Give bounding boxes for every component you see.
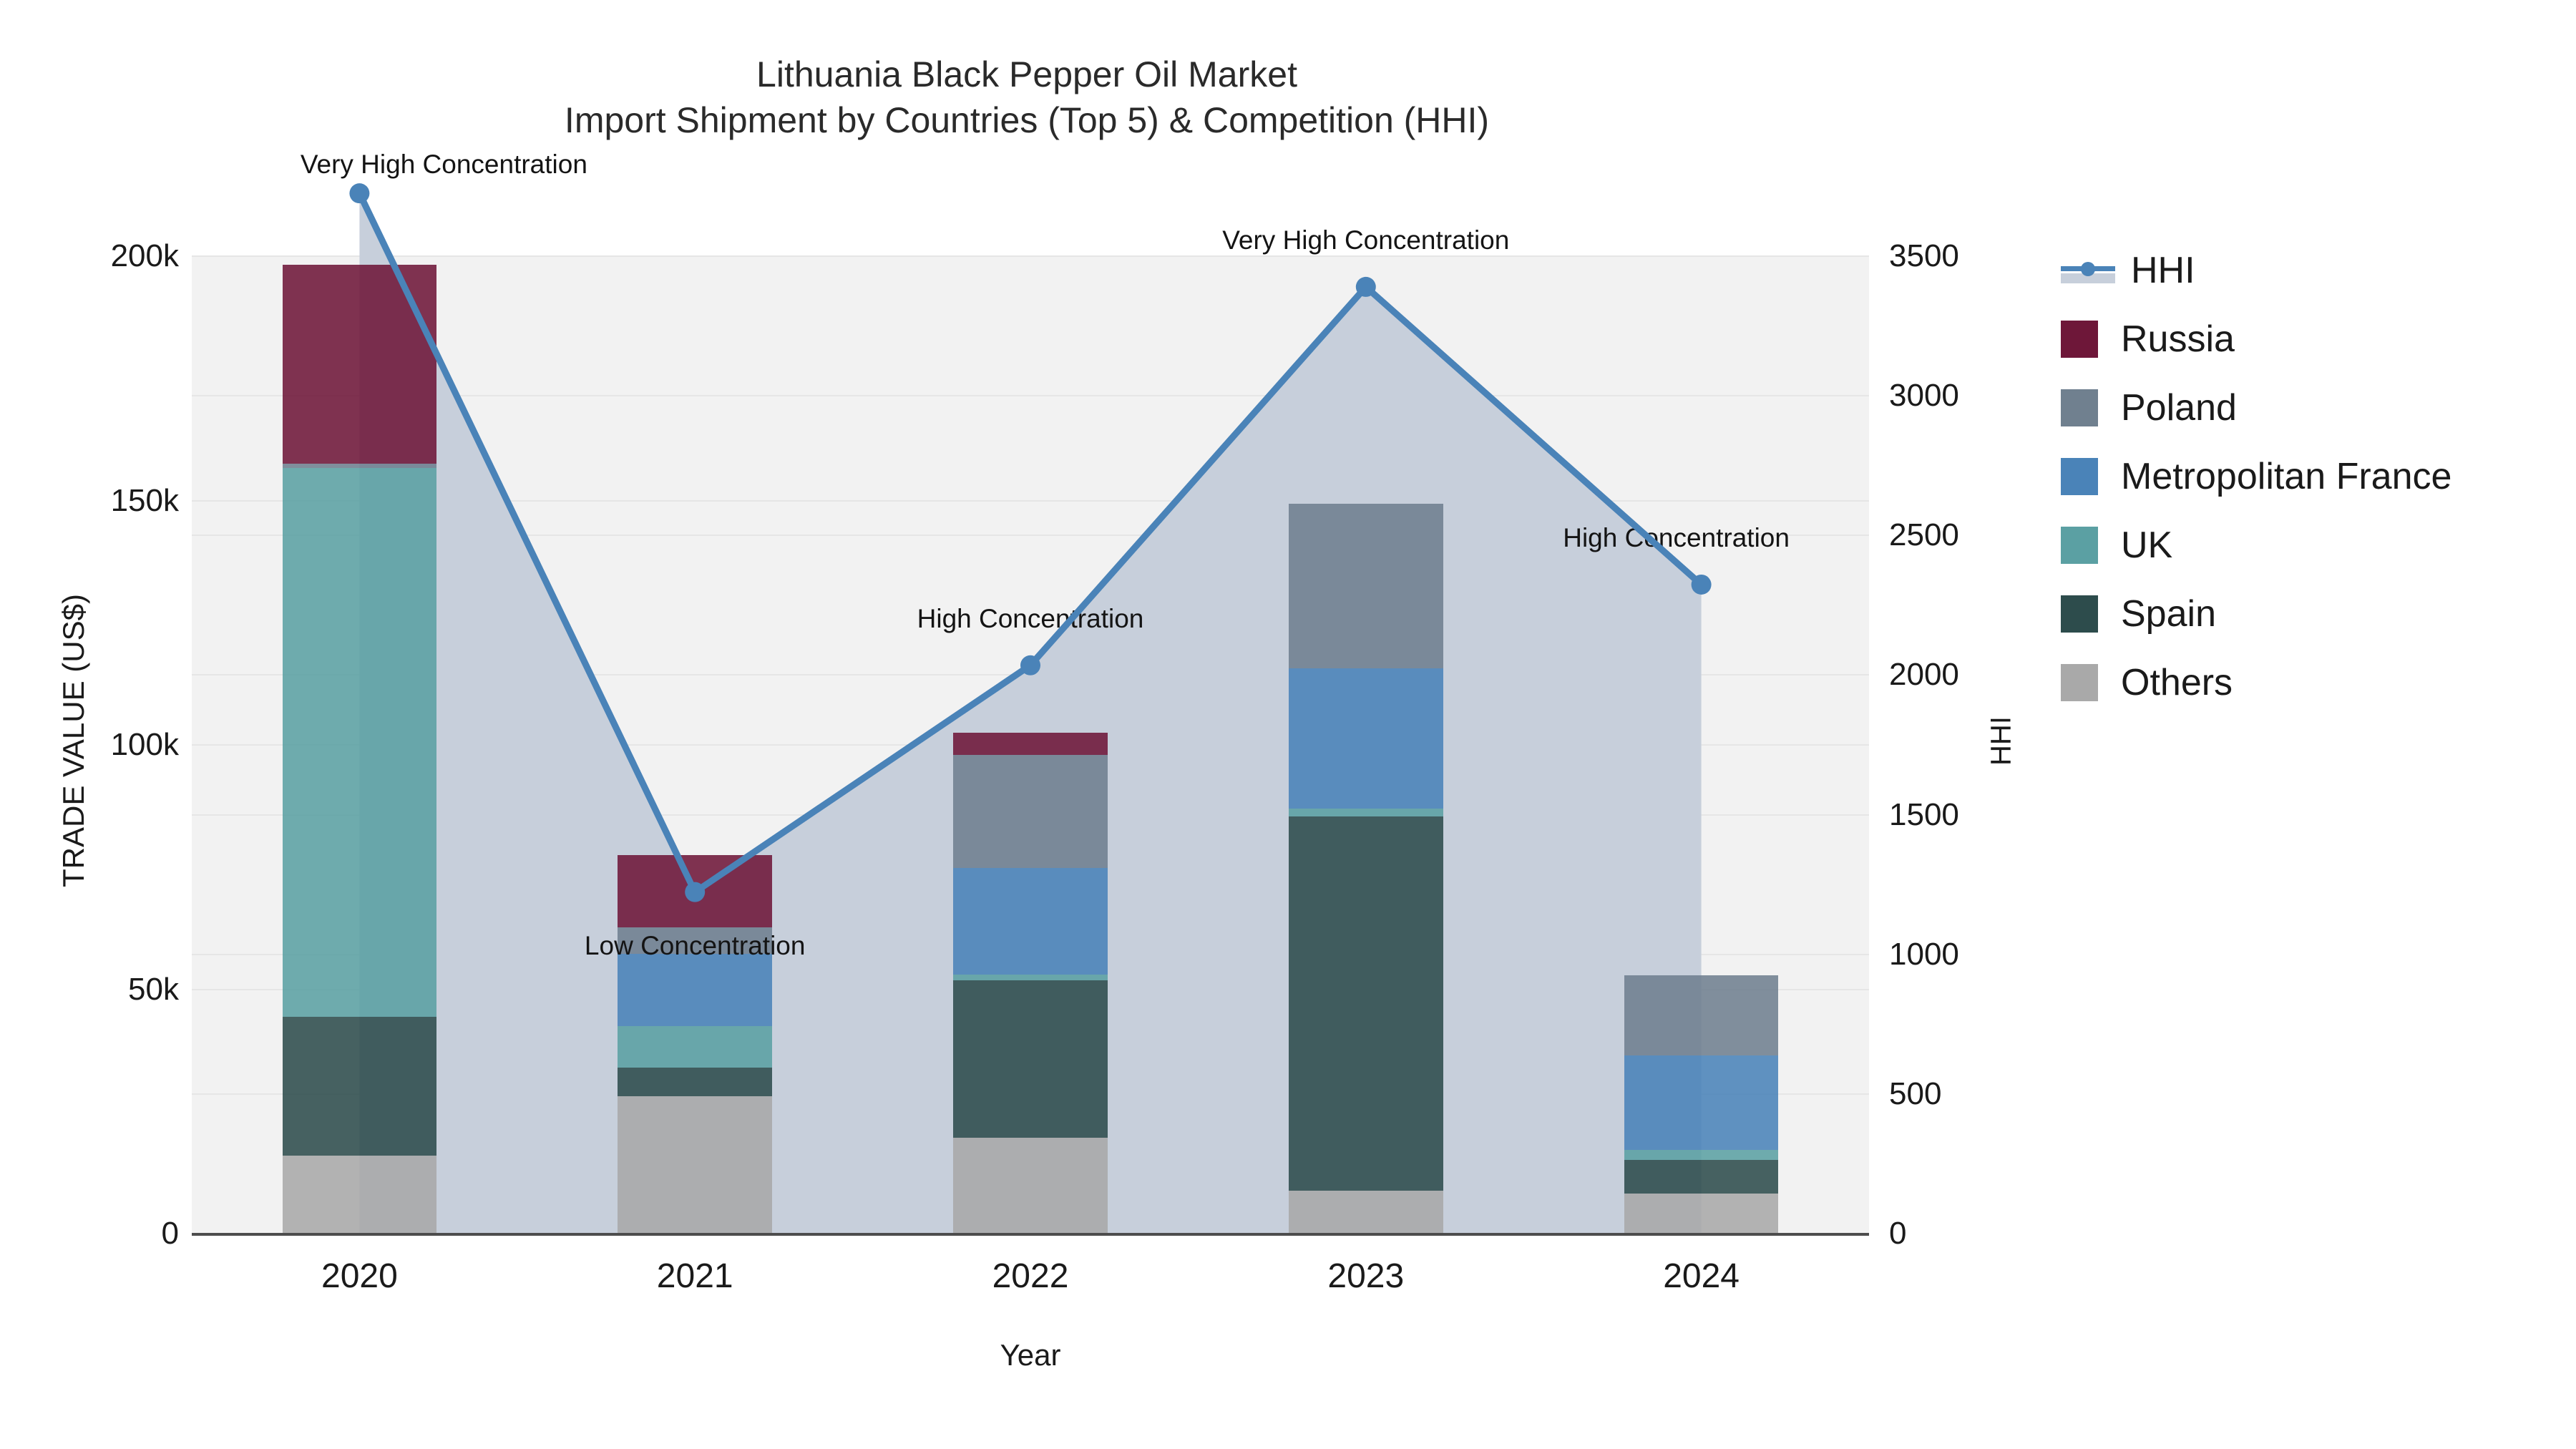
bar-segment[interactable] xyxy=(282,468,437,1018)
y-axis-left-tick-label: 50k xyxy=(128,971,179,1007)
chart-legend: HHI Russia Poland Metropolitan France UK Spai… xyxy=(2061,236,2562,717)
x-axis-label: Year xyxy=(1000,1338,1061,1372)
legend-item-label: HHI xyxy=(2131,250,2195,291)
bar-segment[interactable] xyxy=(1288,668,1443,809)
y-axis-left-tick-label: 100k xyxy=(110,727,179,762)
legend-item-label: UK xyxy=(2121,525,2173,566)
y-axis-left-tick-label: 150k xyxy=(110,482,179,518)
x-axis-tick-label: 2020 xyxy=(321,1257,398,1295)
concentration-annotation: Very High Concentration xyxy=(1222,225,1510,255)
legend-color-swatch xyxy=(2061,595,2098,633)
legend-item[interactable]: Poland xyxy=(2061,374,2562,442)
legend-item-label: Metropolitan France xyxy=(2121,456,2452,497)
y-axis-right-tick-label: 2000 xyxy=(1889,657,1959,693)
y-axis-right-tick-label: 3500 xyxy=(1889,238,1959,273)
bar-segment[interactable] xyxy=(618,927,773,954)
legend-color-swatch xyxy=(2061,527,2098,564)
y-axis-left-label-wrap: TRADE VALUE (US$) xyxy=(0,256,179,1234)
x-axis-tick-label: 2024 xyxy=(1663,1257,1740,1295)
y-axis-right-label: HHI xyxy=(1985,716,2017,766)
chart-subtitle: Import Shipment by Countries (Top 5) & C… xyxy=(564,100,1490,140)
legend-area-swatch xyxy=(2061,273,2115,283)
y-axis-right-label-wrap: HHI xyxy=(1869,256,2055,1234)
bar-segment[interactable] xyxy=(1624,975,1779,1056)
chart-title: Lithuania Black Pepper Oil Market xyxy=(756,54,1297,94)
bar-segment[interactable] xyxy=(1624,1193,1779,1234)
bar-segment[interactable] xyxy=(953,975,1108,981)
bar-segment[interactable] xyxy=(1288,503,1443,669)
y-axis-right-tick-label: 3000 xyxy=(1889,378,1959,414)
y-axis-left-tick-label: 200k xyxy=(110,238,179,273)
bar-segment[interactable] xyxy=(953,754,1108,869)
legend-item-label: Others xyxy=(2121,662,2233,703)
legend-color-swatch xyxy=(2061,321,2098,358)
legend-marker-swatch xyxy=(2081,261,2095,276)
x-axis-tick-label: 2023 xyxy=(1327,1257,1405,1295)
legend-item-label: Poland xyxy=(2121,387,2237,429)
x-axis-tick-label: 2022 xyxy=(992,1257,1069,1295)
y-axis-right-tick-label: 1000 xyxy=(1889,936,1959,972)
concentration-annotation: Low Concentration xyxy=(584,930,806,960)
bar-segment[interactable] xyxy=(618,855,773,928)
legend-line-swatch xyxy=(2061,252,2115,289)
y-axis-right-tick-label: 2500 xyxy=(1889,517,1959,553)
legend-item[interactable]: Spain xyxy=(2061,580,2562,648)
concentration-annotation: Very High Concentration xyxy=(300,150,587,180)
chart-title-block: Lithuania Black Pepper Oil Market Import… xyxy=(0,52,2054,143)
legend-item[interactable]: Metropolitan France xyxy=(2061,442,2562,511)
bar-segment[interactable] xyxy=(953,868,1108,975)
bar-segment[interactable] xyxy=(1288,809,1443,816)
bar-segment[interactable] xyxy=(618,1026,773,1068)
bar-segment[interactable] xyxy=(282,1017,437,1156)
x-axis-line xyxy=(192,1233,1869,1236)
legend-item[interactable]: UK xyxy=(2061,511,2562,580)
bar-segment[interactable] xyxy=(282,265,437,464)
bar-segment[interactable] xyxy=(953,980,1108,1138)
bar-segment[interactable] xyxy=(1624,1055,1779,1151)
legend-item[interactable]: Russia xyxy=(2061,305,2562,374)
legend-color-swatch xyxy=(2061,458,2098,495)
y-axis-left-tick-label: 0 xyxy=(161,1216,179,1251)
bar-segment[interactable] xyxy=(953,732,1108,755)
x-axis-tick-label: 2021 xyxy=(656,1257,733,1295)
bar-segment[interactable] xyxy=(618,1068,773,1097)
bar-segment[interactable] xyxy=(282,1155,437,1234)
y-axis-right-tick-label: 0 xyxy=(1889,1216,1907,1251)
concentration-annotation: High Concentration xyxy=(1563,522,1790,552)
bar-segment[interactable] xyxy=(618,953,773,1027)
bar-segment[interactable] xyxy=(1288,816,1443,1191)
bar-segment[interactable] xyxy=(953,1138,1108,1234)
legend-item-label: Spain xyxy=(2121,593,2216,635)
bar-segment[interactable] xyxy=(1624,1159,1779,1194)
y-axis-right-tick-label: 1500 xyxy=(1889,796,1959,832)
bar-segment[interactable] xyxy=(1624,1150,1779,1160)
bar-segment[interactable] xyxy=(618,1096,773,1234)
bar-segment[interactable] xyxy=(1288,1190,1443,1234)
legend-color-swatch xyxy=(2061,389,2098,426)
legend-item[interactable]: HHI xyxy=(2061,236,2562,305)
y-axis-left-label: TRADE VALUE (US$) xyxy=(57,594,90,887)
concentration-annotation: High Concentration xyxy=(917,603,1144,633)
bar-segment[interactable] xyxy=(282,464,437,469)
legend-item-label: Russia xyxy=(2121,318,2235,360)
legend-item[interactable]: Others xyxy=(2061,648,2562,717)
legend-color-swatch xyxy=(2061,664,2098,701)
y-axis-right-tick-label: 500 xyxy=(1889,1075,1942,1111)
